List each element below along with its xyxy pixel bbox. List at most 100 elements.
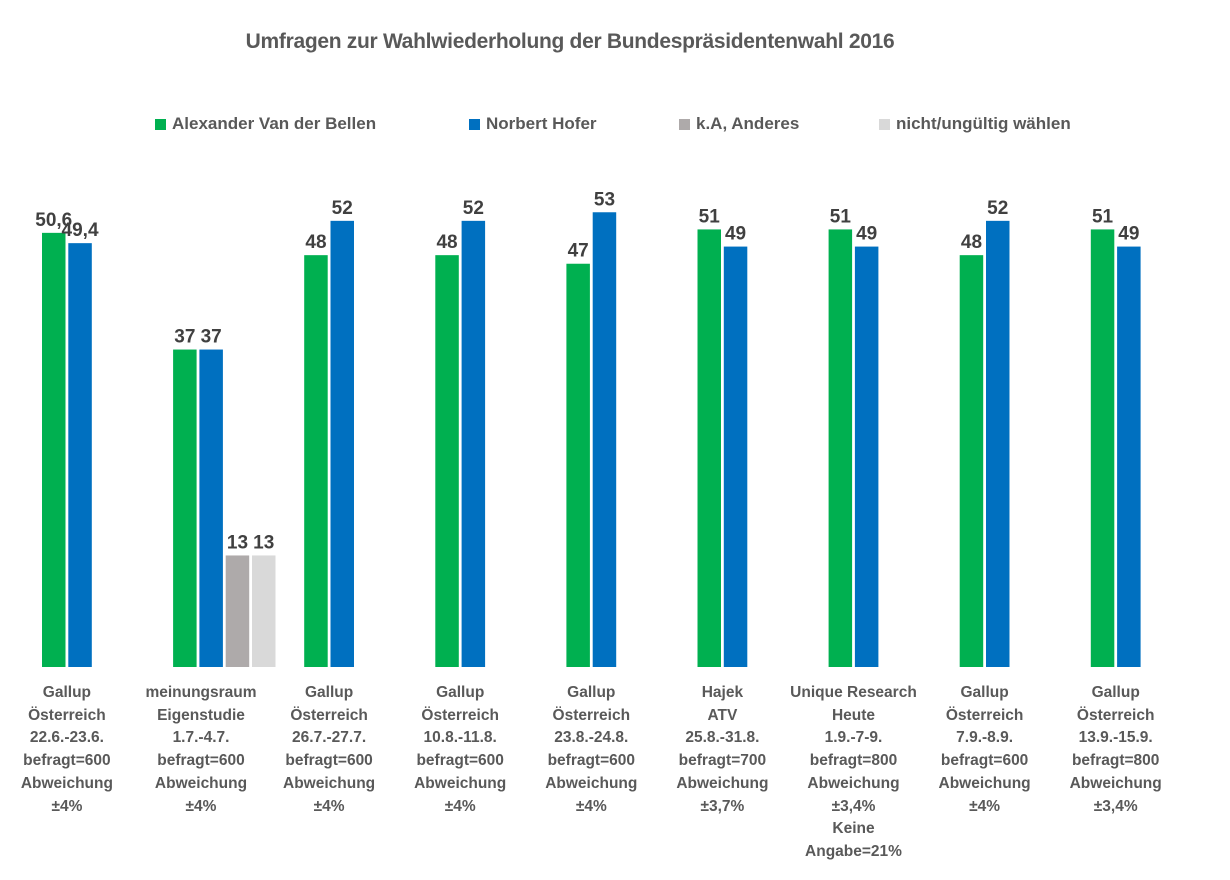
category-label-line: ±4% — [51, 797, 83, 815]
category-label-7: Unique Research Heute 1.9.-7-9. befragt=800… — [784, 682, 924, 864]
category-label-line: Abweichung — [154, 774, 248, 792]
data-label-van-der-bellen: 50,6 — [35, 210, 72, 231]
category-label-2: meinungsraum Eigenstudie 1.7.-4.7. befragt=… — [131, 682, 271, 818]
legend-label: Norbert Hofer — [486, 114, 597, 133]
category-label-line: Abweichung — [938, 774, 1031, 792]
data-label-nicht-ungueltig: 13 — [253, 532, 274, 553]
category-label-line: ±4% — [185, 797, 217, 815]
category-label-line: Abweichung — [20, 774, 113, 792]
category-label-3: Gallup Österreich 26.7.-27.7. befragt=600 Ab… — [259, 682, 399, 818]
category-label-line: befragt=600 — [940, 752, 1029, 770]
bar-van-der-bellen — [304, 255, 328, 667]
category-label-line: Gallup — [304, 684, 354, 701]
category-label-line: 7.9.-8.9. — [956, 729, 1014, 747]
bar-group-4: 48 52 — [435, 198, 486, 667]
data-label-hofer: 49 — [725, 224, 746, 245]
bar-group-2: 37 37 13 13 — [173, 327, 276, 667]
category-label-line: Gallup — [960, 684, 1009, 701]
category-label-line: 22.6.-23.6. — [29, 729, 104, 747]
category-label-line: 25.8.-31.8. — [685, 729, 760, 747]
legend-label: Alexander Van der Bellen — [172, 114, 377, 133]
data-label-van-der-bellen: 48 — [305, 232, 326, 253]
category-label-9: Gallup Österreich 13.9.-15.9. befragt=800 Ab… — [1046, 682, 1186, 818]
bar-hofer — [330, 220, 354, 667]
bar-van-der-bellen — [959, 255, 984, 667]
data-label-hofer: 49 — [856, 224, 877, 245]
bar-hofer — [592, 212, 617, 667]
category-label-line: ±3,4% — [831, 797, 876, 815]
bar-van-der-bellen — [566, 263, 590, 667]
data-label-hofer: 52 — [987, 198, 1008, 219]
legend-item-nicht-ungueltig: nicht/ungültig wählen — [879, 114, 1071, 134]
category-label-line: befragt=600 — [416, 752, 504, 770]
category-label-line: Gallup — [436, 684, 485, 701]
bar-nicht-ungueltig — [252, 555, 276, 667]
bar-hofer — [986, 220, 1010, 667]
category-label-line: Eigenstudie — [157, 706, 245, 724]
category-label-4: Gallup Österreich 10.8.-11.8. befragt=600 Ab… — [390, 682, 530, 818]
data-label-hofer: 52 — [332, 198, 353, 219]
data-label-van-der-bellen: 51 — [830, 206, 852, 227]
data-label-hofer: 53 — [594, 189, 615, 210]
category-label-line: 23.8.-24.8. — [554, 729, 629, 747]
category-label-line: Österreich — [28, 706, 106, 724]
category-label-line: Hajek — [701, 684, 744, 701]
legend-swatch-green — [155, 118, 166, 130]
bar-hofer — [199, 349, 223, 667]
category-label-line: Gallup — [567, 684, 616, 701]
data-label-hofer: 52 — [463, 198, 484, 219]
legend-item-hofer: Norbert Hofer — [469, 114, 597, 134]
category-label-line: 1.7.-4.7. — [172, 729, 230, 747]
legend-swatch-lightgray — [879, 118, 890, 130]
category-label-line: befragt=600 — [23, 752, 111, 770]
bar-group-5: 47 53 — [566, 189, 617, 667]
category-label-line: Abweichung — [807, 774, 900, 792]
category-label-line: befragt=800 — [809, 752, 898, 770]
bar-hofer — [854, 246, 879, 667]
category-label-line: ATV — [707, 706, 738, 724]
category-label-line: Österreich — [290, 706, 368, 724]
category-label-line: 26.7.-27.7. — [292, 729, 367, 747]
legend-swatch-gray — [679, 118, 690, 130]
legend-item-van-der-bellen: Alexander Van der Bellen — [155, 114, 376, 134]
category-label-8: Gallup Österreich 7.9.-8.9. befragt=600 Abwe… — [915, 682, 1055, 818]
category-label-line: Österreich — [945, 706, 1024, 724]
bar-group-1: 50,649,4 — [35, 210, 99, 668]
category-label-line: befragt=600 — [285, 752, 373, 770]
data-label-van-der-bellen: 48 — [436, 232, 457, 253]
data-label-ka-anderes: 13 — [227, 532, 248, 553]
bar-group-3: 48 52 — [304, 198, 354, 667]
category-label-line: Gallup — [42, 684, 92, 701]
legend-swatch-blue — [469, 118, 480, 130]
category-label-line: ±4% — [969, 797, 1001, 815]
data-label-hofer: 49,4 — [62, 220, 99, 241]
bar-hofer — [461, 220, 486, 667]
category-label-line: Österreich — [552, 706, 631, 724]
legend-item-ka-anderes: k.A, Anderes — [679, 114, 799, 134]
category-label-line: 10.8.-11.8. — [423, 729, 497, 747]
category-label-line: Angabe=21% — [805, 842, 902, 860]
data-label-hofer: 49 — [1118, 224, 1139, 245]
legend-label: nicht/ungültig wählen — [896, 114, 1071, 133]
category-label-1: Gallup Österreich 22.6.-23.6. befragt=600 Ab… — [0, 682, 137, 818]
chart-title: Umfragen zur Wahlwiederholung der Bundes… — [245, 30, 895, 53]
bar-van-der-bellen — [42, 232, 66, 668]
category-label-5: Gallup Österreich 23.8.-24.8. befragt=600 Ab… — [521, 682, 661, 818]
category-label-line: Abweichung — [283, 774, 376, 792]
category-label-line: ±4% — [575, 797, 607, 815]
data-label-hofer: 37 — [201, 327, 222, 348]
bar-van-der-bellen — [1090, 229, 1115, 668]
category-label-line: 1.9.-7-9. — [824, 729, 883, 747]
data-label-van-der-bellen: 47 — [568, 241, 589, 262]
category-label-line: Abweichung — [414, 774, 507, 792]
bar-van-der-bellen — [173, 349, 197, 667]
category-label-line: befragt=700 — [678, 752, 767, 770]
category-label-line: ±3,4% — [1093, 797, 1138, 815]
category-label-line: ±4% — [444, 797, 476, 815]
category-label-line: befragt=600 — [157, 752, 245, 770]
category-label-line: 13.9.-15.9. — [1078, 729, 1153, 747]
bar-hofer — [1117, 246, 1141, 667]
